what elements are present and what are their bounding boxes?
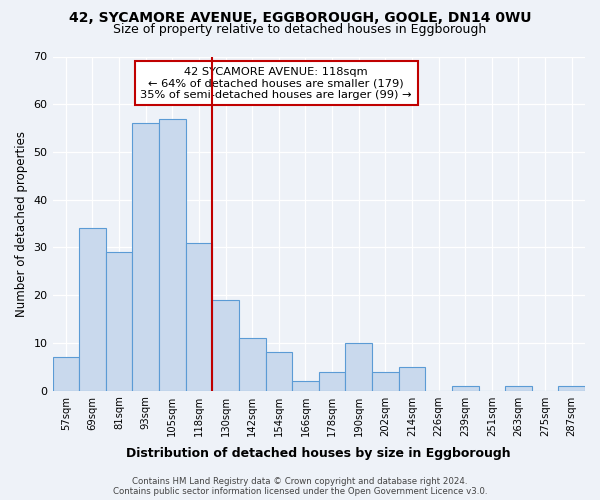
Text: 42 SYCAMORE AVENUE: 118sqm
← 64% of detached houses are smaller (179)
35% of sem: 42 SYCAMORE AVENUE: 118sqm ← 64% of deta… (140, 66, 412, 100)
Text: Size of property relative to detached houses in Eggborough: Size of property relative to detached ho… (113, 22, 487, 36)
Bar (212, 300, 239, 390)
Bar (372, 372, 398, 390)
Bar (292, 381, 319, 390)
Bar (239, 338, 266, 390)
Bar (505, 386, 532, 390)
Bar (185, 242, 212, 390)
Bar (398, 367, 425, 390)
X-axis label: Distribution of detached houses by size in Eggborough: Distribution of detached houses by size … (127, 447, 511, 460)
Bar (266, 352, 292, 391)
Bar (106, 252, 133, 390)
Bar (452, 386, 479, 390)
Y-axis label: Number of detached properties: Number of detached properties (15, 130, 28, 316)
Bar (133, 124, 159, 390)
Text: 42, SYCAMORE AVENUE, EGGBOROUGH, GOOLE, DN14 0WU: 42, SYCAMORE AVENUE, EGGBOROUGH, GOOLE, … (69, 12, 531, 26)
Bar (159, 118, 185, 390)
Bar (79, 228, 106, 390)
Bar (346, 343, 372, 390)
Bar (559, 386, 585, 390)
Bar (53, 357, 79, 390)
Bar (319, 372, 346, 390)
Text: Contains HM Land Registry data © Crown copyright and database right 2024.
Contai: Contains HM Land Registry data © Crown c… (113, 476, 487, 496)
